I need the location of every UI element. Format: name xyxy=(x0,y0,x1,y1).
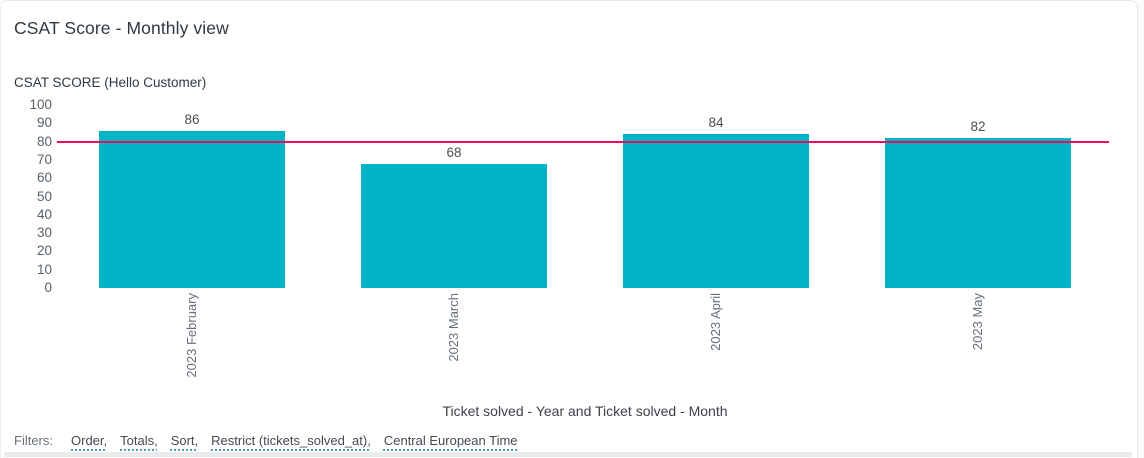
y-tick-label: 30 xyxy=(36,225,52,241)
y-tick-label: 100 xyxy=(29,97,52,112)
x-tick-label: 2023 February xyxy=(184,293,199,378)
y-tick-label: 50 xyxy=(36,188,52,204)
y-tick-label: 40 xyxy=(36,206,52,222)
bar-value-label: 84 xyxy=(708,115,724,131)
x-tick-label: 2023 April xyxy=(708,293,723,351)
y-axis: 0 10 20 30 40 50 60 70 80 90 100 xyxy=(1,97,52,295)
bar[interactable] xyxy=(884,137,1072,288)
y-tick-label: 80 xyxy=(36,133,52,149)
y-tick-label: 60 xyxy=(36,170,52,186)
x-axis-title: Ticket solved - Year and Ticket solved -… xyxy=(442,403,728,419)
bar[interactable] xyxy=(622,134,810,288)
x-tick-label: 2023 March xyxy=(446,293,461,362)
reference-line xyxy=(57,140,1109,143)
y-tick-label: 10 xyxy=(36,261,52,277)
filter-link-timezone[interactable]: Central European Time xyxy=(383,433,518,448)
horizontal-scrollbar[interactable] xyxy=(4,452,1132,457)
y-tick-label: 0 xyxy=(44,280,52,295)
filter-link-restrict[interactable]: Restrict (tickets_solved_at), xyxy=(211,433,371,448)
bar[interactable] xyxy=(98,130,286,288)
filter-link-order[interactable]: Order, xyxy=(71,433,108,448)
page-title: CSAT Score - Monthly view xyxy=(14,18,229,38)
filter-link-sort[interactable]: Sort, xyxy=(170,433,199,448)
filter-link-totals[interactable]: Totals, xyxy=(120,433,158,448)
x-tick-label: 2023 May xyxy=(970,293,985,351)
y-tick-label: 70 xyxy=(36,151,52,167)
filters-bar: Filters: Order, Totals, Sort, Restrict (… xyxy=(14,433,518,448)
y-tick-label: 20 xyxy=(36,243,52,259)
x-axis-labels: 2023 February 2023 March 2023 April 2023 Ma… xyxy=(61,293,1109,395)
plot-area: 86 68 84 82 xyxy=(57,105,1109,288)
bar-value-label: 86 xyxy=(184,111,200,127)
chart-title: CSAT SCORE (Hello Customer) xyxy=(14,75,207,90)
filters-label: Filters: xyxy=(14,433,53,448)
bar-value-label: 68 xyxy=(446,144,462,160)
bar-value-label: 82 xyxy=(970,118,986,134)
bar[interactable] xyxy=(360,163,548,288)
y-tick-label: 90 xyxy=(36,115,52,131)
